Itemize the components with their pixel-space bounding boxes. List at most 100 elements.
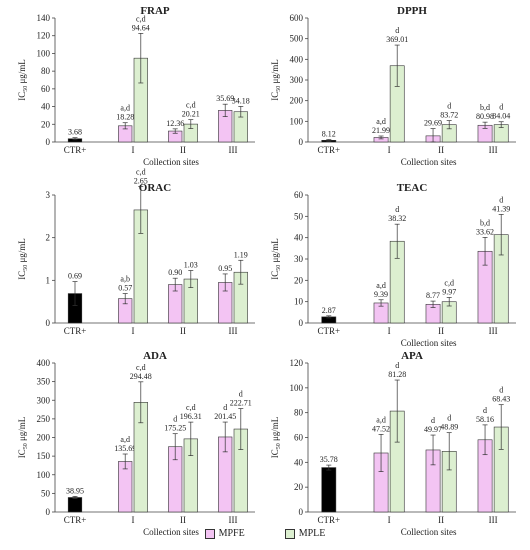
data-label: 38.32 xyxy=(388,214,406,223)
data-label: 35.78 xyxy=(320,455,338,464)
data-label: 84.04 xyxy=(492,112,510,121)
data-label: 3.68 xyxy=(68,128,82,137)
x-tick-label-control: CTR+ xyxy=(318,515,341,525)
significance-label: c,d xyxy=(136,363,146,372)
significance-label: a,b xyxy=(120,275,130,284)
x-tick-label: III xyxy=(229,515,238,525)
data-label: 9.97 xyxy=(442,287,456,296)
data-label: 135.69 xyxy=(114,444,136,453)
data-label: 196.31 xyxy=(180,412,202,421)
data-label: 0.57 xyxy=(118,284,132,293)
y-tick-label: 100 xyxy=(37,48,51,58)
y-axis-label-sub: 50 xyxy=(276,265,282,271)
chart-title: ORAC xyxy=(139,182,171,194)
chart-title: ADA xyxy=(143,350,167,362)
y-axis-label-unit: μg/mL xyxy=(17,238,27,265)
y-tick-label: 100 xyxy=(290,116,304,126)
significance-label: a,d xyxy=(376,281,386,290)
y-axis-label-main: IC xyxy=(270,271,280,280)
y-tick-label: 0 xyxy=(46,507,51,517)
chart-title: APA xyxy=(401,350,423,362)
y-tick-label: 1 xyxy=(46,275,51,285)
x-axis-label: Collection sites xyxy=(143,527,199,537)
y-tick-label: 60 xyxy=(294,190,304,200)
significance-label: d xyxy=(431,416,435,425)
data-label: 83.72 xyxy=(440,111,458,120)
data-label: 222.71 xyxy=(230,399,252,408)
y-axis-label-main: IC xyxy=(270,92,280,101)
significance-label: c,d xyxy=(136,14,146,23)
data-label: 18.28 xyxy=(116,113,134,122)
significance-label: a,d xyxy=(376,415,386,424)
significance-label: d xyxy=(499,195,503,204)
significance-label: d xyxy=(395,205,399,214)
chart-title: TEAC xyxy=(397,182,428,194)
y-tick-label: 60 xyxy=(294,433,304,443)
y-tick-label: 40 xyxy=(294,457,304,467)
y-tick-label: 100 xyxy=(290,383,304,393)
y-tick-label: 80 xyxy=(294,408,304,418)
significance-label: a,d xyxy=(376,117,386,126)
data-label: 68.43 xyxy=(492,395,510,404)
y-tick-label: 150 xyxy=(37,451,51,461)
data-label: 81.28 xyxy=(388,370,406,379)
significance-label: d xyxy=(499,103,503,112)
significance-label: c,d xyxy=(186,403,196,412)
y-tick-label: 100 xyxy=(37,470,51,480)
x-axis-label: Collection sites xyxy=(401,527,457,537)
significance-label: d xyxy=(395,26,399,35)
legend: MPFE MPLE xyxy=(0,528,530,548)
data-label: 369.01 xyxy=(386,35,408,44)
x-tick-label: III xyxy=(489,515,498,525)
data-label: 34.18 xyxy=(232,96,250,105)
significance-label: c,d xyxy=(444,278,454,287)
x-tick-label: III xyxy=(229,145,238,155)
bar-control xyxy=(67,497,83,513)
legend-swatch-mpfe xyxy=(204,528,215,539)
significance-label: d xyxy=(483,406,487,415)
data-label: 20.21 xyxy=(182,110,200,119)
data-label: 9.39 xyxy=(374,290,388,299)
y-tick-label: 200 xyxy=(37,433,51,443)
y-tick-label: 50 xyxy=(41,488,51,498)
y-axis-label-sub: 50 xyxy=(23,443,29,449)
data-label: 2.87 xyxy=(322,306,336,315)
x-tick-label: II xyxy=(180,515,186,525)
data-label: 80.98 xyxy=(476,112,494,121)
y-axis-label-unit: μg/mL xyxy=(17,59,27,86)
significance-label: b,d xyxy=(480,103,490,112)
y-tick-label: 0 xyxy=(46,318,51,328)
x-tick-label: III xyxy=(229,326,238,336)
y-axis-label: IC50 μg/mL xyxy=(17,238,29,280)
data-label: 8.12 xyxy=(322,129,336,138)
significance-label: b,d xyxy=(480,218,490,227)
significance-label: a,d xyxy=(120,435,130,444)
x-tick-label: I xyxy=(132,145,135,155)
y-tick-label: 140 xyxy=(37,13,51,23)
y-axis-label-unit: μg/mL xyxy=(270,59,280,86)
data-label: 33.62 xyxy=(476,227,494,236)
data-label: 0.95 xyxy=(218,264,232,273)
x-tick-label: II xyxy=(180,326,186,336)
significance-label: d xyxy=(239,390,243,399)
y-axis-label-main: IC xyxy=(270,449,280,458)
data-label: 1.19 xyxy=(234,250,248,259)
significance-label: d xyxy=(173,415,177,424)
y-tick-label: 0 xyxy=(299,318,304,328)
y-axis-label-sub: 50 xyxy=(23,86,29,92)
y-tick-label: 0 xyxy=(46,137,51,147)
y-axis-label-unit: μg/mL xyxy=(270,417,280,444)
y-tick-label: 0 xyxy=(299,137,304,147)
y-tick-label: 40 xyxy=(41,102,51,112)
x-tick-label: II xyxy=(180,145,186,155)
legend-label-mpfe: MPFE xyxy=(218,528,245,539)
data-label: 0.90 xyxy=(168,268,182,277)
data-label: 0.69 xyxy=(68,272,82,281)
x-tick-label: III xyxy=(489,326,498,336)
y-tick-label: 250 xyxy=(37,414,51,424)
y-tick-label: 200 xyxy=(290,96,304,106)
y-tick-label: 120 xyxy=(290,358,304,368)
y-tick-label: 0 xyxy=(299,507,304,517)
